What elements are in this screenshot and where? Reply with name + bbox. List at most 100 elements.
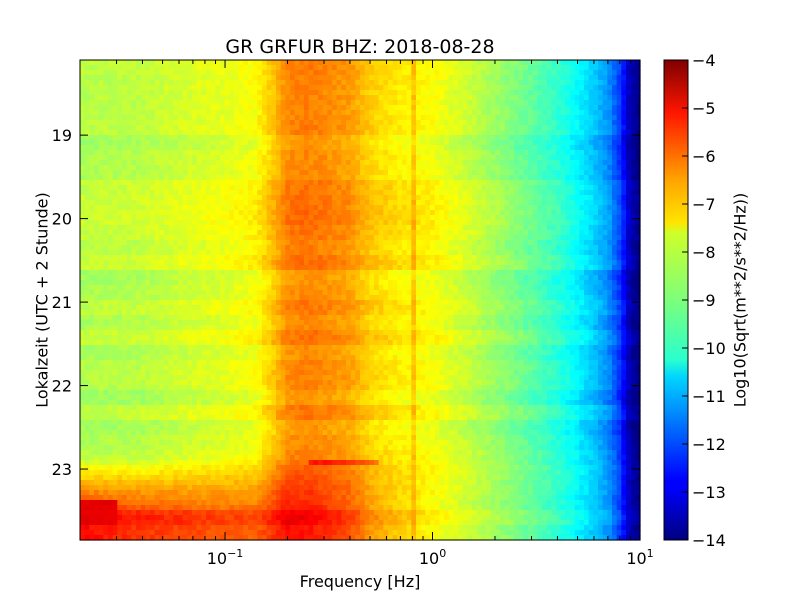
heatmap-cell: [439, 75, 445, 81]
heatmap-cell: [341, 120, 347, 126]
heatmap-cell: [588, 130, 594, 136]
heatmap-cell: [290, 255, 296, 261]
heatmap-cell: [411, 235, 417, 241]
heatmap-cell: [201, 170, 207, 176]
heatmap-cell: [490, 205, 496, 211]
heatmap-cell: [80, 115, 86, 121]
heatmap-cell: [80, 190, 86, 196]
heatmap-cell: [383, 120, 389, 126]
heatmap-cell: [252, 125, 258, 131]
heatmap-cell: [602, 255, 608, 261]
heatmap-cell: [234, 265, 240, 271]
heatmap-cell: [467, 215, 473, 221]
heatmap-cell: [523, 210, 529, 216]
heatmap-cell: [588, 170, 594, 176]
heatmap-cell: [234, 215, 240, 221]
heatmap-cell: [206, 135, 212, 141]
heatmap-cell: [313, 230, 319, 236]
heatmap-cell: [621, 180, 627, 186]
heatmap-cell: [150, 65, 156, 71]
heatmap-cell: [509, 250, 515, 256]
heatmap-cell: [378, 150, 384, 156]
heatmap-cell: [196, 105, 202, 111]
heatmap-cell: [159, 175, 165, 181]
heatmap-cell: [467, 85, 473, 91]
heatmap-cell: [229, 90, 235, 96]
heatmap-cell: [500, 195, 506, 201]
heatmap-cell: [322, 90, 328, 96]
heatmap-cell: [145, 175, 151, 181]
heatmap-cell: [486, 65, 492, 71]
heatmap-cell: [593, 110, 599, 116]
heatmap-cell: [122, 150, 128, 156]
heatmap-cell: [84, 260, 90, 266]
heatmap-cell: [332, 170, 338, 176]
heatmap-cell: [299, 140, 305, 146]
heatmap-cell: [159, 95, 165, 101]
heatmap-cell: [332, 190, 338, 196]
heatmap-cell: [346, 135, 352, 141]
heatmap-cell: [621, 85, 627, 91]
heatmap-cell: [285, 260, 291, 266]
heatmap-cell: [229, 80, 235, 86]
heatmap-cell: [630, 105, 636, 111]
heatmap-cell: [560, 135, 566, 141]
heatmap-cell: [131, 110, 137, 116]
heatmap-cell: [201, 165, 207, 171]
heatmap-cell: [336, 85, 342, 91]
heatmap-cell: [504, 125, 510, 131]
heatmap-cell: [238, 75, 244, 81]
heatmap-cell: [150, 135, 156, 141]
heatmap-cell: [616, 115, 622, 121]
heatmap-cell: [117, 60, 123, 66]
heatmap-cell: [523, 110, 529, 116]
heatmap-cell: [168, 90, 174, 96]
heatmap-cell: [598, 240, 604, 246]
heatmap-cell: [346, 250, 352, 256]
heatmap-cell: [402, 235, 408, 241]
heatmap-cell: [173, 80, 179, 86]
heatmap-cell: [621, 195, 627, 201]
heatmap-cell: [542, 110, 548, 116]
heatmap-cell: [537, 255, 543, 261]
heatmap-cell: [173, 175, 179, 181]
heatmap-cell: [635, 85, 641, 91]
heatmap-cell: [420, 95, 426, 101]
heatmap-cell: [276, 75, 282, 81]
heatmap-cell: [612, 200, 618, 206]
heatmap-cell: [173, 70, 179, 76]
heatmap-cell: [565, 130, 571, 136]
heatmap-cell: [486, 260, 492, 266]
heatmap-cell: [103, 245, 109, 251]
heatmap-cell: [182, 115, 188, 121]
heatmap-cell: [108, 175, 114, 181]
heatmap-cell: [523, 145, 529, 151]
heatmap-cell: [560, 100, 566, 106]
heatmap-cell: [528, 90, 534, 96]
heatmap-cell: [374, 190, 380, 196]
heatmap-cell: [528, 240, 534, 246]
heatmap-cell: [117, 200, 123, 206]
heatmap-cell: [94, 140, 100, 146]
heatmap-cell: [327, 150, 333, 156]
heatmap-cell: [215, 260, 221, 266]
heatmap-cell: [173, 210, 179, 216]
heatmap-cell: [318, 125, 324, 131]
heatmap-cell: [472, 200, 478, 206]
heatmap-cell: [178, 80, 184, 86]
heatmap-cell: [598, 215, 604, 221]
heatmap-cell: [215, 225, 221, 231]
heatmap-cell: [108, 180, 114, 186]
heatmap-cell: [229, 240, 235, 246]
heatmap-cell: [626, 190, 632, 196]
heatmap-cell: [406, 150, 412, 156]
heatmap-cell: [285, 160, 291, 166]
heatmap-cell: [448, 145, 454, 151]
heatmap-cell: [593, 230, 599, 236]
heatmap-cell: [145, 125, 151, 131]
heatmap-cell: [355, 260, 361, 266]
heatmap-cell: [565, 140, 571, 146]
heatmap-cell: [89, 90, 95, 96]
heatmap-cell: [411, 65, 417, 71]
heatmap-cell: [341, 160, 347, 166]
